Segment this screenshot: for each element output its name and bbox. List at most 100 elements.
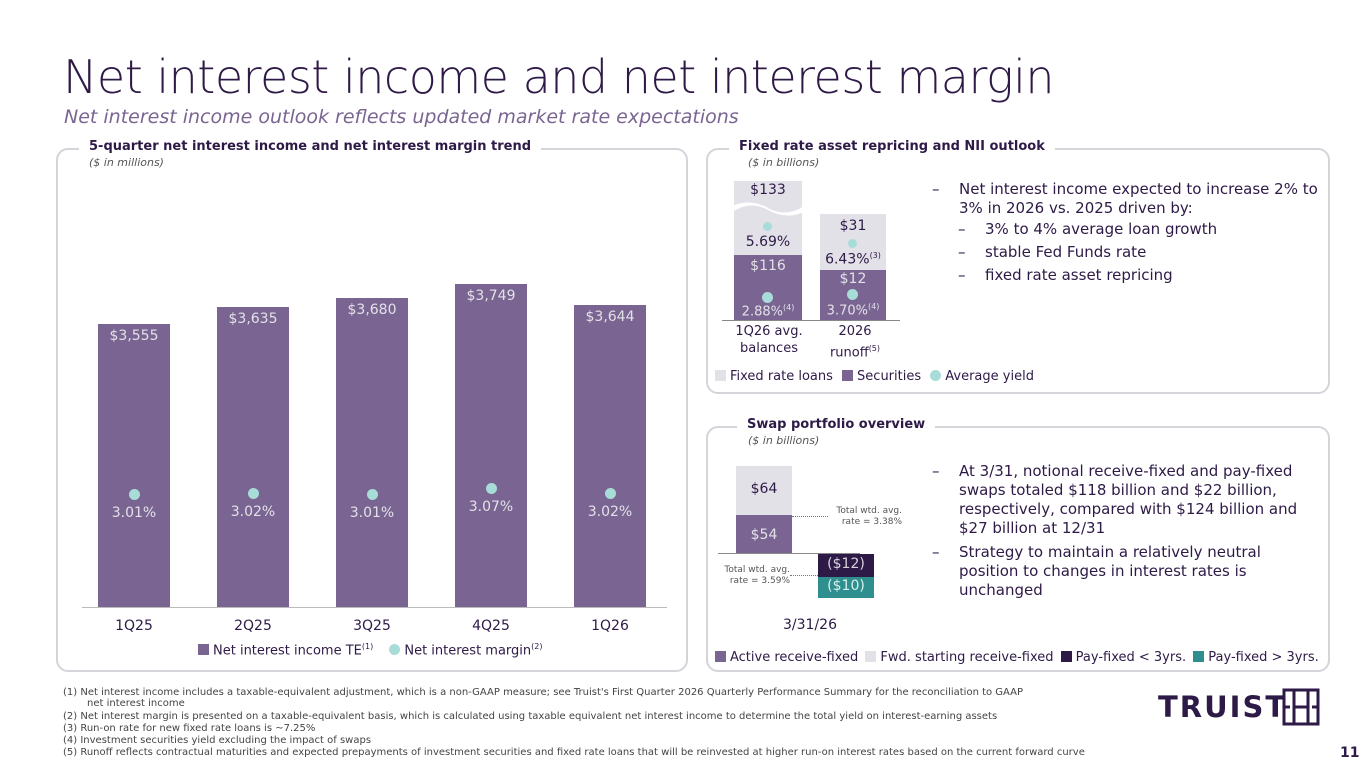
l: runoff	[829, 345, 869, 361]
sup: (2)	[531, 642, 543, 651]
legend-pay-short: Pay-fixed < 3yrs.	[1075, 650, 1187, 665]
nii-trend-title: 5-quarter net interest income and net in…	[79, 139, 542, 154]
leader-line	[792, 516, 828, 517]
l: Total wtd. avg.	[836, 506, 902, 516]
nim-value-label: 3.07%	[468, 499, 514, 515]
sw	[865, 651, 877, 662]
sw	[1193, 651, 1205, 662]
yield-dot	[847, 289, 858, 300]
t: Strategy to maintain a relatively neutra…	[959, 543, 1261, 599]
nii-legend: Net interest income TE(1) Net interest m…	[198, 642, 543, 658]
t: 3% to 4% average loan growth	[985, 220, 1218, 238]
l: rate = 3.59%	[729, 576, 790, 586]
t: fixed rate asset repricing	[985, 266, 1173, 284]
nim-value-label: 3.02%	[230, 504, 276, 520]
t: At 3/31, notional receive-fixed and pay-…	[959, 462, 1298, 537]
sw	[715, 651, 726, 662]
label-pay-long: ($10)	[827, 578, 865, 594]
legend-yield: Average yield	[945, 369, 1034, 384]
yield-securities-2026: 3.70%(4)	[814, 302, 892, 318]
l: balances	[740, 341, 798, 356]
label-pay-short: ($12)	[827, 556, 865, 572]
l: 1Q26 avg.	[735, 324, 803, 339]
sup: (4)	[782, 303, 795, 312]
category-label: 4Q25	[472, 618, 510, 634]
legend-swatch-nim	[389, 644, 401, 656]
nii-bar	[574, 305, 646, 607]
nii-value-label: $3,749	[466, 287, 516, 304]
bar-securities-1q26	[734, 255, 802, 320]
legend-nii: Net interest income TE	[213, 643, 362, 659]
nii-value-label: $3,635	[228, 311, 278, 328]
bar-pay-fixed-long	[818, 577, 874, 598]
yield-loans-2026: 6.43%(3)	[814, 251, 892, 268]
label-loans-1q26: $133	[750, 182, 786, 198]
nim-dot	[129, 489, 140, 500]
l: rate = 3.38%	[841, 517, 902, 527]
nim-dot	[248, 488, 259, 499]
nii-bar	[455, 283, 527, 607]
footnote-2: (2) Net interest margin is presented on …	[63, 711, 998, 722]
footnote-1: (1) Net interest income includes a taxab…	[63, 687, 1024, 698]
nim-dot	[367, 489, 378, 500]
dash: –	[932, 543, 940, 561]
page-title: Net interest income and net interest mar…	[63, 50, 1055, 104]
page-number: 11	[1340, 745, 1360, 761]
dash: –	[958, 266, 966, 284]
repricing-title: Fixed rate asset repricing and NII outlo…	[729, 139, 1055, 154]
legend-pay-long: Pay-fixed > 3yrs.	[1208, 650, 1319, 665]
sw	[1060, 651, 1072, 662]
leader-line	[790, 575, 818, 576]
sup: (4)	[867, 302, 880, 311]
yield-dot	[762, 292, 773, 303]
sw	[842, 370, 854, 381]
category-1q26: 1Q26 avg. balances	[724, 323, 814, 357]
annotation-receive-rate: Total wtd. avg. rate = 3.38%	[830, 506, 902, 528]
truist-logo: TRUIST	[1158, 690, 1288, 724]
nim-dot	[486, 483, 497, 494]
swap-category: 3/31/26	[783, 617, 837, 633]
sup: (5)	[868, 344, 881, 353]
t: Net interest income expected to increase…	[959, 180, 1318, 217]
repricing-legend: Fixed rate loans Securities Average yiel…	[715, 369, 1034, 384]
bar-fwd-receive	[736, 466, 792, 515]
yield-securities-1q26: 2.88%(4)	[730, 303, 806, 319]
nii-value-label: $3,680	[347, 302, 397, 318]
axis-line	[82, 607, 667, 608]
label-active: $54	[750, 527, 778, 543]
dash: –	[958, 243, 966, 261]
legend-securities: Securities	[857, 369, 922, 384]
bar-pay-fixed-short	[818, 554, 874, 577]
label-fwd: $64	[750, 481, 778, 497]
legend-fwd: Fwd. starting receive-fixed	[880, 650, 1054, 665]
nii-trend-units: ($ in millions)	[89, 156, 164, 169]
t: stable Fed Funds rate	[985, 243, 1147, 261]
category-label: 2Q25	[234, 618, 272, 634]
sw	[930, 370, 942, 381]
legend-active: Active receive-fixed	[730, 650, 859, 665]
bar-loans-1q26	[734, 181, 802, 255]
category-label: 3Q25	[353, 618, 391, 634]
swap-units: ($ in billions)	[748, 434, 820, 447]
category-label: 1Q25	[115, 618, 153, 634]
swap-bullet: – At 3/31, notional receive-fixed and pay…	[932, 462, 1317, 538]
legend-loans: Fixed rate loans	[730, 369, 833, 384]
axis-line	[718, 553, 860, 554]
swap-bullet: – Strategy to maintain a relatively neutr…	[932, 543, 1272, 600]
category-label: 1Q26	[591, 618, 629, 634]
nii-bar	[336, 298, 408, 607]
l: Total wtd. avg.	[724, 565, 790, 575]
repricing-units: ($ in billions)	[748, 156, 820, 169]
axis-line	[722, 320, 900, 321]
dash: –	[932, 462, 940, 480]
dash: –	[958, 220, 966, 238]
nim-value-label: 3.01%	[111, 505, 157, 521]
nii-value-label: $3,555	[109, 327, 159, 344]
annotation-pay-rate: Total wtd. avg. rate = 3.59%	[718, 565, 790, 587]
v: 3.70%	[826, 303, 868, 319]
dash: –	[932, 180, 940, 198]
v: 6.43%	[825, 251, 870, 268]
truist-logo-icon	[1282, 688, 1320, 726]
yield-dot	[848, 239, 857, 248]
outlook-sub-bullet: – stable Fed Funds rate	[932, 243, 1146, 262]
